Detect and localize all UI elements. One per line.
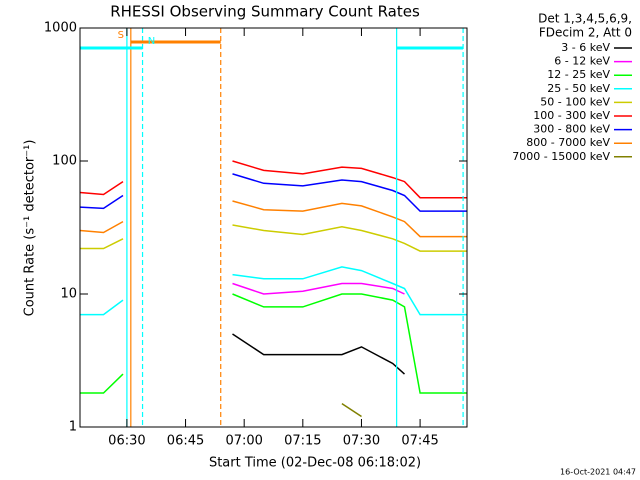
interval-label: S (118, 30, 124, 41)
series-line (80, 299, 124, 316)
x-tick-label: 07:45 (401, 434, 438, 449)
y-tick-label: 1000 (44, 21, 77, 36)
series-line (232, 282, 405, 295)
series-line (232, 333, 406, 375)
legend-label: 25 - 50 keV (547, 82, 610, 95)
series-line (232, 266, 467, 316)
footer: 16-Oct-2021 04:47 (560, 468, 636, 477)
x-tick-label: 07:15 (284, 434, 321, 449)
series-line (79, 220, 124, 234)
chart-title: RHESSI Observing Summary Count Rates (110, 3, 420, 21)
y-tick-label: 100 (52, 154, 77, 169)
series-line (341, 402, 362, 418)
series-line (232, 200, 467, 238)
series-line (232, 293, 467, 394)
legend-label: 800 - 7000 keV (526, 136, 610, 149)
plot-frame (79, 27, 468, 428)
series-line (79, 180, 124, 196)
y-tick-label: 1 (69, 420, 77, 435)
series-line (232, 173, 467, 212)
x-tick-label: 07:30 (343, 434, 380, 449)
legend-label: 12 - 25 keV (547, 68, 610, 81)
y-tick-label: 10 (60, 287, 77, 302)
x-tick-label: 06:45 (167, 434, 204, 449)
interval-label: N (148, 36, 155, 47)
series-line (232, 160, 467, 199)
legend-header: FDecim 2, Att 0 (539, 26, 632, 40)
y-axis-label: Count Rate (s⁻¹ detector⁻¹) (23, 140, 38, 317)
x-tick-label: 07:00 (225, 434, 262, 449)
legend-label: 50 - 100 keV (540, 95, 610, 108)
series-line (79, 194, 124, 210)
legend-label: 100 - 300 keV (533, 109, 610, 122)
x-axis-label: Start Time (02-Dec-08 06:18:02) (209, 456, 421, 471)
legend-header: Det 1,3,4,5,6,9, (538, 12, 632, 26)
legend-label: 3 - 6 keV (561, 41, 610, 54)
legend-label: 7000 - 15000 keV (512, 150, 610, 163)
series-line (80, 238, 124, 250)
x-tick-label: 06:30 (108, 434, 145, 449)
legend-label: 300 - 800 keV (533, 123, 610, 136)
series-line (80, 373, 124, 394)
series-line (232, 224, 467, 252)
legend-label: 6 - 12 keV (554, 55, 610, 68)
